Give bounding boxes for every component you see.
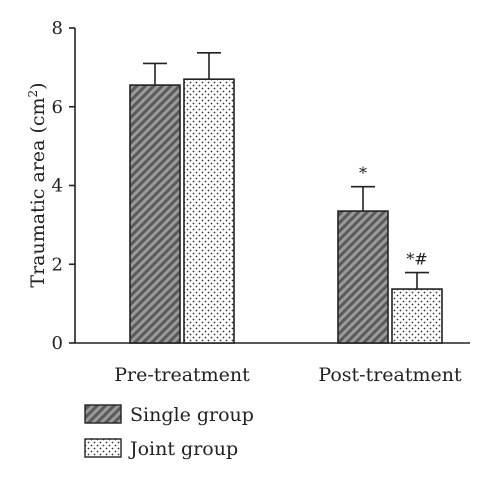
legend: Single group Joint group xyxy=(84,404,254,460)
y-tick-label: 6 xyxy=(52,97,63,118)
bar-dots xyxy=(183,78,235,344)
bar-diagonal-hatch xyxy=(129,84,181,344)
y-axis-title-text: Traumatic area (cm xyxy=(27,97,49,287)
axes: 0 2 4 6 8 Pre-treatment Post-treatment xyxy=(52,18,470,386)
x-category-label: Pre-treatment xyxy=(114,364,250,386)
legend-swatch xyxy=(84,404,122,424)
bars: * *# xyxy=(129,52,443,344)
svg-text:Traumatic area (cm2): Traumatic area (cm2) xyxy=(26,82,49,287)
y-tick-label: 8 xyxy=(52,18,63,39)
y-axis-title-superscript: 2 xyxy=(26,90,40,98)
y-tick-label: 4 xyxy=(52,176,63,197)
significance-marker: * xyxy=(359,164,367,183)
legend-swatch xyxy=(84,438,122,458)
significance-marker: *# xyxy=(406,250,427,269)
bar-diagonal-hatch xyxy=(337,210,389,344)
legend-label: Single group xyxy=(130,404,254,426)
y-tick-label: 2 xyxy=(52,254,63,275)
legend-label: Joint group xyxy=(128,438,238,460)
y-axis-title: Traumatic area (cm2) xyxy=(26,82,49,287)
y-axis-title-close: ) xyxy=(27,82,49,89)
x-category-label: Post-treatment xyxy=(318,364,462,386)
bar-dots xyxy=(391,288,443,344)
y-tick-label: 0 xyxy=(52,333,63,354)
